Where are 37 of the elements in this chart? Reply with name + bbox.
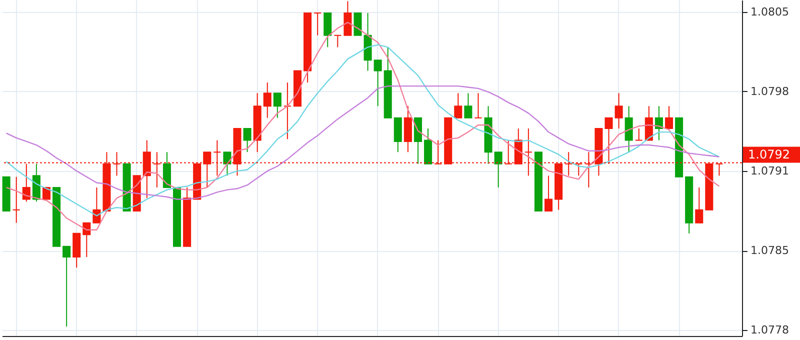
candlestick xyxy=(454,92,462,118)
candlestick xyxy=(634,128,643,141)
candlestick xyxy=(474,92,482,118)
candlestick xyxy=(273,92,282,118)
candlestick xyxy=(334,34,342,48)
candlestick xyxy=(374,60,382,107)
y-tick-label: 1.0805 xyxy=(750,5,789,18)
candlestick xyxy=(162,152,171,188)
y-tick-label: 1.0798 xyxy=(750,84,789,98)
candlestick xyxy=(263,82,272,118)
y-tick-label: 1.0785 xyxy=(750,244,789,258)
candlestick xyxy=(664,106,674,130)
line-series xyxy=(6,85,720,200)
candlestick xyxy=(494,152,502,188)
candlestick xyxy=(354,12,362,36)
candlestick xyxy=(314,12,322,36)
candlestick xyxy=(223,152,232,176)
candlestick xyxy=(344,0,352,36)
candlestick xyxy=(72,232,81,268)
candlestick xyxy=(243,128,252,153)
candlestick xyxy=(92,186,101,224)
candlestick xyxy=(404,106,412,153)
candlestick xyxy=(544,175,553,212)
candlestick xyxy=(324,12,332,48)
candlestick xyxy=(62,246,71,328)
candlestick xyxy=(414,117,422,164)
candlestick xyxy=(624,106,633,153)
candlestick xyxy=(424,128,432,164)
ref-line-label: 1.0792 xyxy=(748,148,790,162)
candlestick xyxy=(614,92,623,130)
candlestick xyxy=(464,92,472,118)
y-tick-label: 1.0778 xyxy=(750,324,789,337)
candlestick xyxy=(12,176,20,224)
candlestick xyxy=(394,117,402,153)
y-tick-label: 1.0791 xyxy=(750,164,789,178)
candlestick xyxy=(283,82,292,140)
candlestick xyxy=(695,186,704,224)
